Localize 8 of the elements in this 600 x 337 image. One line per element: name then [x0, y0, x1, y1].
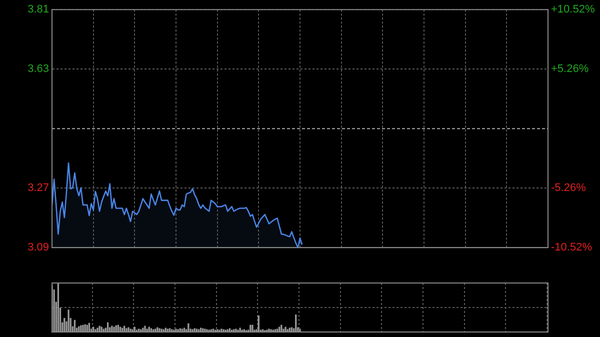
- y2-tick-label: +10.52%: [551, 4, 595, 16]
- y2-tick-label: -10.52%: [551, 242, 592, 254]
- y-tick-label: 3.09: [28, 242, 49, 254]
- y2-tick-label: -5.26%: [551, 182, 586, 194]
- y-tick-label: 3.81: [28, 4, 49, 16]
- y-tick-label: 3.63: [28, 63, 49, 76]
- y2-tick-label: +5.26%: [551, 63, 589, 76]
- y-tick-label: 3.27: [28, 182, 49, 194]
